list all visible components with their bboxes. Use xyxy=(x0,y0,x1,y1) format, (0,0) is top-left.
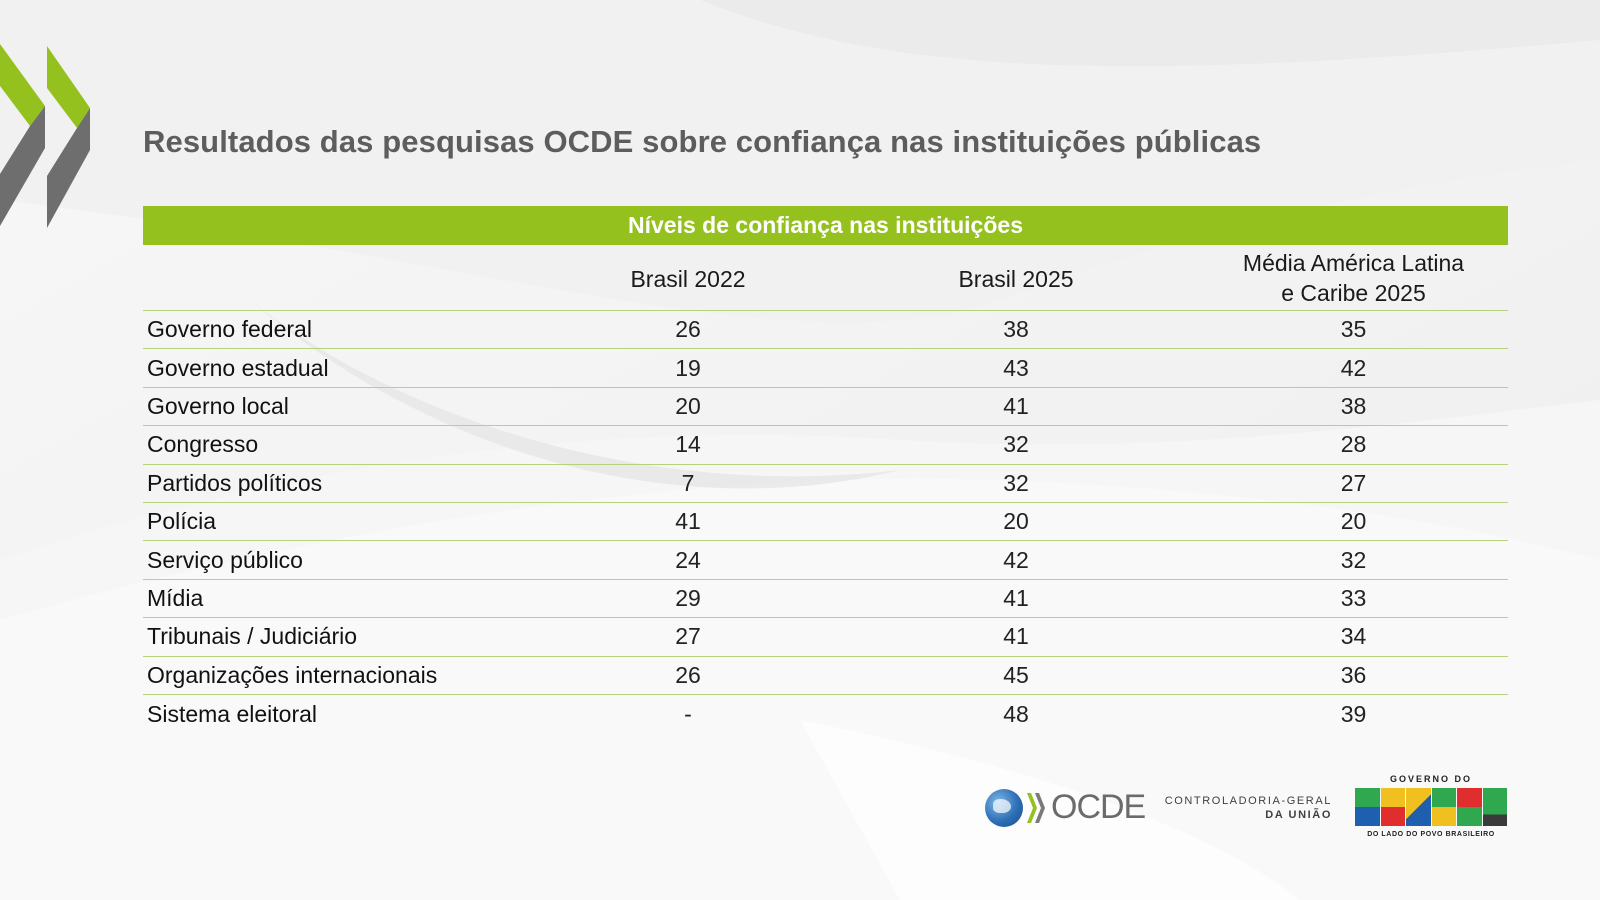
cgu-line2: DA UNIÃO xyxy=(1265,809,1332,821)
page-title: Resultados das pesquisas OCDE sobre conf… xyxy=(143,124,1262,159)
table-row: Organizações internacionais 26 45 36 xyxy=(143,657,1508,695)
value-brasil-2025: 32 xyxy=(1003,469,1029,496)
value-brasil-2022: 19 xyxy=(675,354,701,381)
governo-brasil-logo: GOVERNO DO DO LADO DO POVO BRASILEIRO xyxy=(1355,774,1507,838)
value-brasil-2025: 41 xyxy=(1003,392,1029,419)
value-brasil-2022: 14 xyxy=(675,431,701,458)
globe-icon xyxy=(985,788,1023,827)
trust-table: Níveis de confiança nas instituições Bra… xyxy=(143,206,1508,733)
value-brasil-2022: 7 xyxy=(681,469,695,496)
institution-label: Congresso xyxy=(147,431,259,458)
value-media-alc-2025: 42 xyxy=(1340,354,1367,381)
institution-label: Organizações internacionais xyxy=(147,661,438,688)
table-row: Tribunais / Judiciário 27 41 34 xyxy=(143,618,1508,657)
value-media-alc-2025: 28 xyxy=(1340,431,1367,458)
institution-label: Governo estadual xyxy=(147,354,329,381)
chevron-icon xyxy=(1027,792,1045,823)
institution-label: Polícia xyxy=(147,508,217,535)
oecd-chevron-icon xyxy=(0,44,95,234)
value-brasil-2025: 41 xyxy=(1003,623,1029,650)
column-header-media-alc-2025: Média América Latina e Caribe 2025 xyxy=(1199,248,1508,308)
value-brasil-2022: 24 xyxy=(675,546,701,573)
column-header-brasil-2022: Brasil 2022 xyxy=(630,265,746,292)
institution-label: Mídia xyxy=(147,584,204,611)
value-brasil-2025: 48 xyxy=(1003,700,1029,727)
value-media-alc-2025: 20 xyxy=(1340,508,1367,535)
value-brasil-2022: - xyxy=(684,700,692,727)
value-media-alc-2025: 33 xyxy=(1340,584,1367,611)
table-row: Congresso 14 32 28 xyxy=(143,426,1508,465)
table-row: Serviço público 24 42 32 xyxy=(143,541,1508,580)
value-media-alc-2025: 35 xyxy=(1340,316,1367,343)
value-brasil-2022: 27 xyxy=(675,623,701,650)
value-brasil-2025: 32 xyxy=(1003,431,1029,458)
institution-label: Serviço público xyxy=(147,546,303,573)
gov-top-text: GOVERNO DO xyxy=(1389,774,1472,784)
value-brasil-2025: 20 xyxy=(1003,508,1029,535)
value-media-alc-2025: 27 xyxy=(1340,469,1367,496)
value-brasil-2025: 42 xyxy=(1003,546,1029,573)
institution-label: Tribunais / Judiciário xyxy=(147,623,358,650)
value-brasil-2022: 20 xyxy=(675,392,701,419)
institution-label: Partidos políticos xyxy=(147,469,323,496)
table-band-header: Níveis de confiança nas instituições xyxy=(143,206,1508,245)
table-row: Polícia 41 20 20 xyxy=(143,503,1508,542)
value-brasil-2025: 43 xyxy=(1003,354,1029,381)
institution-label: Sistema eleitoral xyxy=(147,700,318,727)
table-row: Governo federal 26 38 35 xyxy=(143,311,1508,350)
value-brasil-2022: 26 xyxy=(675,316,701,343)
value-brasil-2022: 41 xyxy=(675,508,701,535)
table-row: Governo estadual 19 43 42 xyxy=(143,349,1508,388)
brasil-wordmark-icon xyxy=(1355,788,1507,826)
institution-label: Governo local xyxy=(147,392,289,419)
value-brasil-2022: 29 xyxy=(675,584,701,611)
table-body: Governo federal 26 38 35 Governo estadual 19 4… xyxy=(143,311,1508,733)
column-header-line2: e Caribe 2025 xyxy=(1281,279,1426,306)
value-brasil-2025: 41 xyxy=(1003,584,1029,611)
column-headers: Brasil 2022 Brasil 2025 Média América La… xyxy=(143,245,1508,311)
value-brasil-2022: 26 xyxy=(675,661,701,688)
table-row: Partidos políticos 7 32 27 xyxy=(143,465,1508,503)
institution-label: Governo federal xyxy=(147,316,312,343)
column-header-brasil-2025: Brasil 2025 xyxy=(958,265,1074,292)
value-brasil-2025: 45 xyxy=(1003,661,1029,688)
cgu-logo: CONTROLADORIA-GERAL DA UNIÃO xyxy=(1165,795,1332,821)
value-media-alc-2025: 39 xyxy=(1340,700,1367,727)
value-media-alc-2025: 34 xyxy=(1340,623,1367,650)
value-media-alc-2025: 38 xyxy=(1340,392,1367,419)
oecd-logo-text: OCDE xyxy=(1051,788,1146,826)
value-brasil-2025: 38 xyxy=(1003,316,1029,343)
table-row: Mídia 29 41 33 xyxy=(143,580,1508,619)
table-row: Governo local 20 41 38 xyxy=(143,388,1508,427)
oecd-logo: OCDE xyxy=(985,788,1146,827)
cgu-line1: CONTROLADORIA-GERAL xyxy=(1164,795,1332,807)
column-header-line1: Média América Latina xyxy=(1242,249,1465,276)
value-media-alc-2025: 36 xyxy=(1340,661,1367,688)
gov-bottom-text: DO LADO DO POVO BRASILEIRO xyxy=(1367,831,1495,838)
table-row: Sistema eleitoral - 48 39 xyxy=(143,695,1508,733)
value-media-alc-2025: 32 xyxy=(1340,546,1367,573)
